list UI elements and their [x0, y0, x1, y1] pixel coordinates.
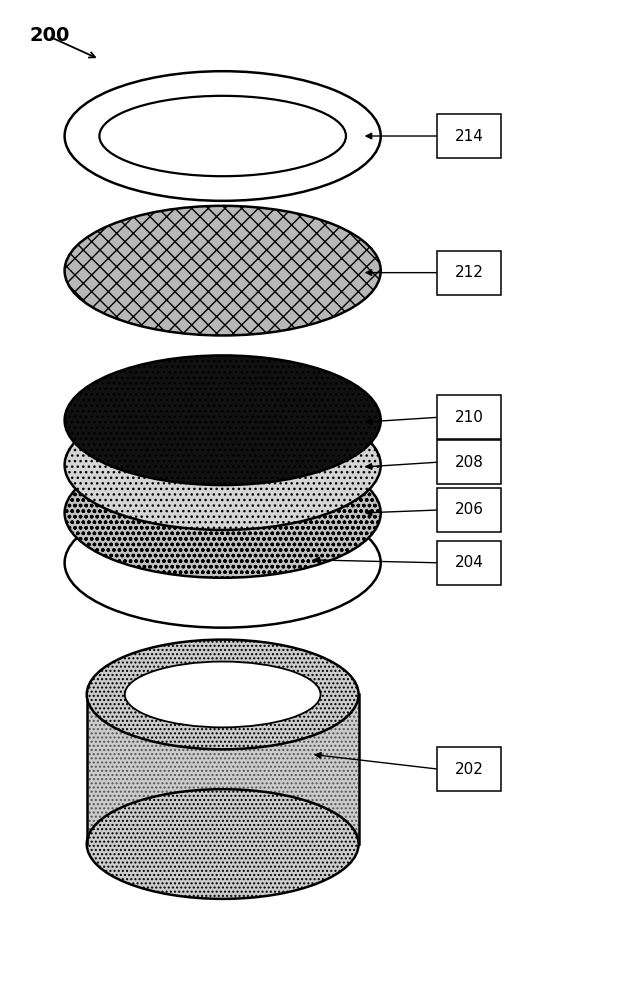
Ellipse shape: [87, 640, 359, 749]
Text: 214: 214: [455, 129, 484, 144]
Ellipse shape: [65, 400, 381, 530]
Ellipse shape: [65, 448, 381, 578]
FancyBboxPatch shape: [438, 114, 501, 158]
Ellipse shape: [87, 789, 359, 899]
Text: 210: 210: [455, 410, 484, 425]
Ellipse shape: [65, 355, 381, 485]
Text: 206: 206: [455, 502, 484, 517]
Polygon shape: [87, 694, 359, 844]
FancyBboxPatch shape: [438, 440, 501, 484]
Text: 204: 204: [455, 555, 484, 570]
FancyBboxPatch shape: [438, 541, 501, 585]
Ellipse shape: [100, 96, 346, 176]
FancyBboxPatch shape: [438, 395, 501, 439]
Text: 202: 202: [455, 762, 484, 777]
Text: 200: 200: [30, 26, 70, 45]
Text: 208: 208: [455, 455, 484, 470]
FancyBboxPatch shape: [438, 251, 501, 295]
Ellipse shape: [65, 206, 381, 335]
FancyBboxPatch shape: [438, 488, 501, 532]
Ellipse shape: [65, 498, 381, 628]
Ellipse shape: [125, 662, 321, 727]
Ellipse shape: [65, 71, 381, 201]
Text: 212: 212: [455, 265, 484, 280]
FancyBboxPatch shape: [438, 747, 501, 791]
